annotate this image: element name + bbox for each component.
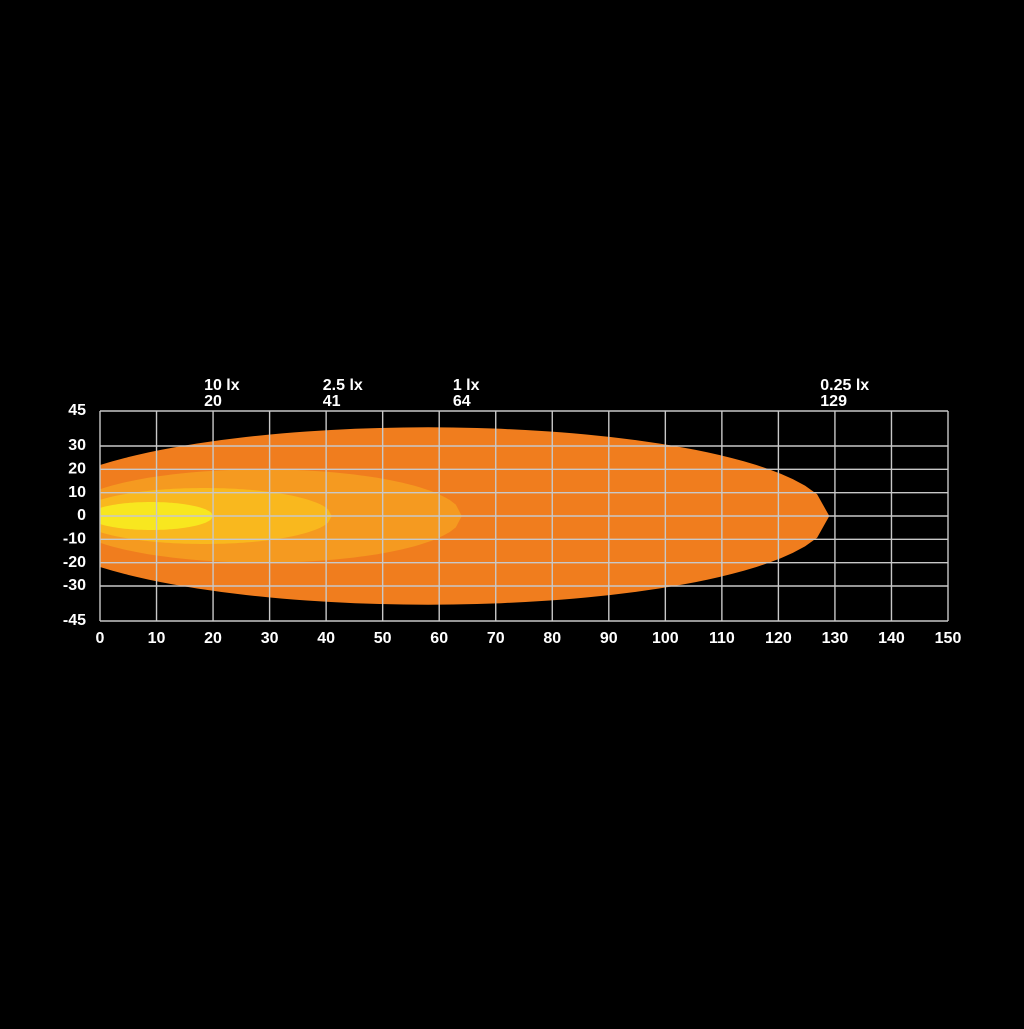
- zone-reach: 129: [820, 393, 847, 410]
- y-tick-label: 20: [68, 461, 86, 478]
- y-tick-label: 45: [68, 402, 86, 419]
- x-tick-label: 110: [709, 630, 735, 647]
- x-tick-label: 130: [822, 630, 849, 647]
- x-tick-label: 70: [487, 630, 505, 647]
- x-tick-label: 40: [317, 630, 335, 647]
- y-tick-label: 30: [68, 437, 86, 454]
- x-tick-label: 140: [878, 630, 905, 647]
- y-tick-label: -20: [63, 554, 86, 571]
- y-tick-label: -45: [63, 612, 86, 629]
- zone-reach: 20: [204, 393, 222, 410]
- x-tick-label: 90: [600, 630, 618, 647]
- zone-name: 0.25 lx: [820, 377, 869, 394]
- y-tick-label: -30: [63, 577, 86, 594]
- x-tick-label: 150: [935, 630, 962, 647]
- x-tick-label: 10: [148, 630, 166, 647]
- y-tick-label: 0: [77, 507, 86, 524]
- x-tick-label: 20: [204, 630, 222, 647]
- y-tick-label: 10: [68, 484, 86, 501]
- x-tick-label: 120: [765, 630, 792, 647]
- zone-name: 1 lx: [453, 377, 480, 394]
- y-tick-label: -10: [63, 531, 86, 548]
- x-tick-label: 60: [430, 630, 448, 647]
- zone-name: 2.5 lx: [323, 377, 363, 394]
- x-tick-label: 30: [261, 630, 279, 647]
- zone-reach: 64: [453, 393, 471, 410]
- zone-name: 10 lx: [204, 377, 240, 394]
- x-tick-label: 50: [374, 630, 392, 647]
- x-tick-label: 0: [96, 630, 105, 647]
- x-tick-label: 100: [652, 630, 679, 647]
- zone-reach: 41: [323, 393, 341, 410]
- x-tick-label: 80: [543, 630, 561, 647]
